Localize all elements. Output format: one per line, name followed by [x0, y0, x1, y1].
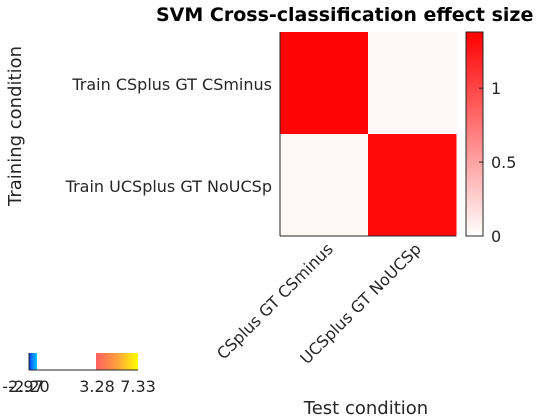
- heatmap-cell-0-0: [280, 32, 369, 135]
- heatmap-cells: [280, 32, 457, 237]
- heatmap-cell-0-1: [368, 32, 457, 135]
- mini-colorbar-hot: [96, 353, 138, 370]
- mini-tick-1: -2.20: [8, 377, 49, 396]
- chart-title: SVM Cross-classification effect size: [156, 4, 533, 26]
- y-tick-label-1: Train UCSplus GT NoUCSp: [65, 177, 272, 196]
- colorbar-tick-label-1: 0.5: [491, 153, 516, 172]
- mini-tick-3: 7.33: [120, 377, 156, 396]
- heatmap-cell-1-0: [280, 134, 369, 237]
- colorbar-tick-label-0: 0: [491, 227, 501, 246]
- colorbar-tick-label-2: 1: [491, 79, 501, 98]
- heatmap-cell-1-1: [368, 134, 457, 237]
- y-tick-label-0: Train CSplus GT CSminus: [71, 75, 272, 94]
- mini-tick-2: 3.28: [79, 377, 115, 396]
- colorbar: [465, 31, 484, 237]
- y-axis-label: Training condition: [5, 46, 26, 207]
- mini-colorbar-cold: [29, 353, 37, 370]
- colorbar-ticks: 00.51: [479, 79, 516, 246]
- x-axis-label: Test condition: [303, 398, 428, 419]
- mini-tick-0: -2.97: [2, 377, 43, 396]
